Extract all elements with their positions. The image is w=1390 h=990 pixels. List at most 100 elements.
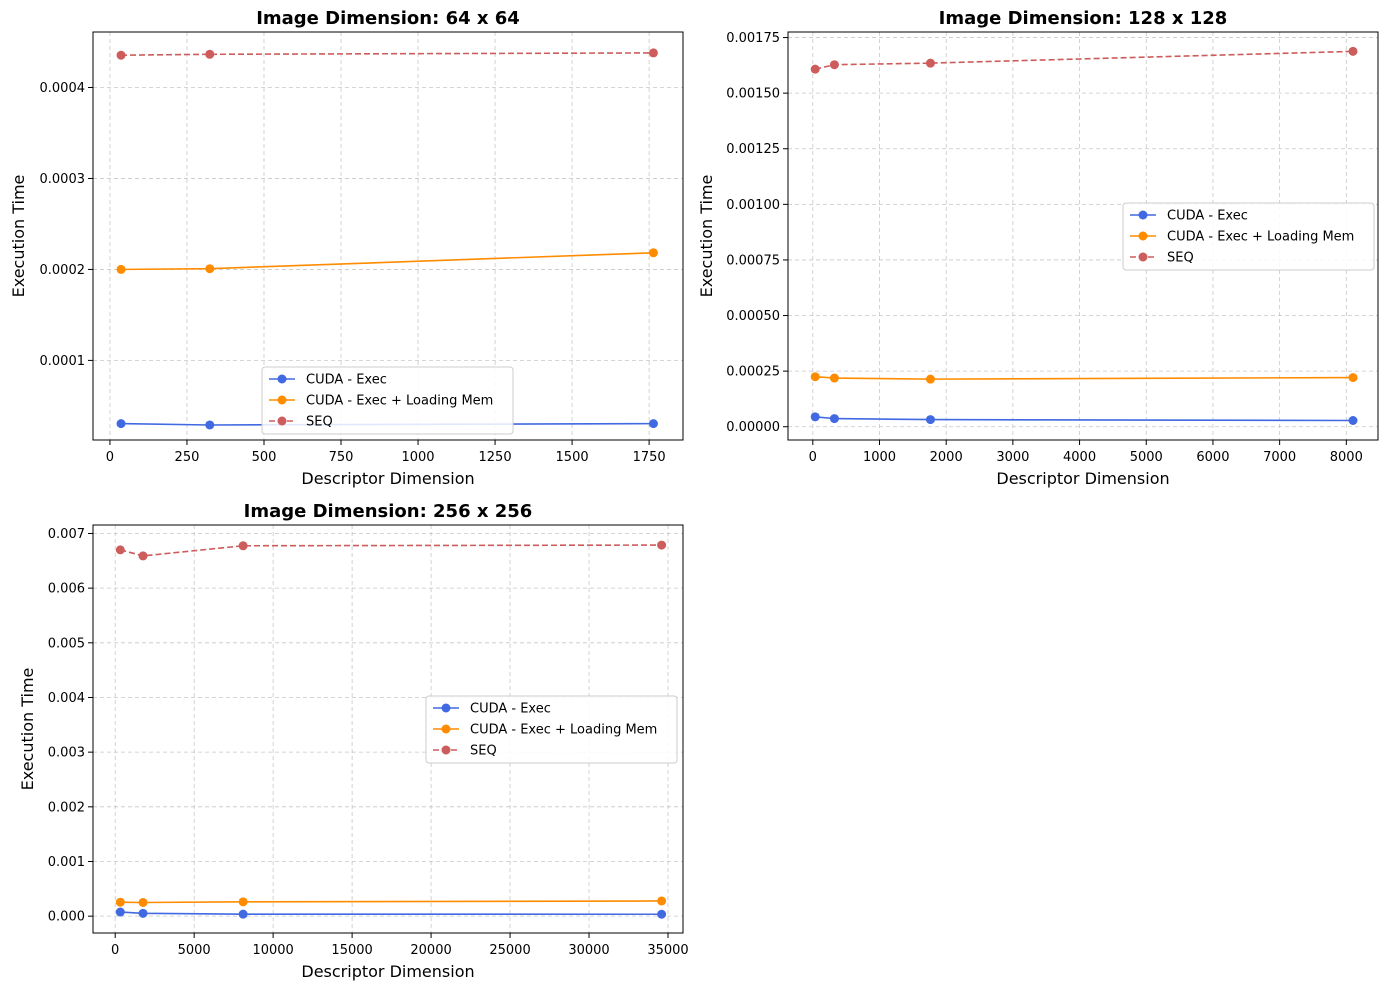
data-point — [925, 415, 935, 425]
legend-label-1: CUDA - Exec — [306, 373, 387, 388]
x-tick-label: 4000 — [1063, 450, 1096, 465]
data-point — [138, 908, 148, 918]
legend-frame — [1122, 202, 1375, 271]
legend-label-1: CUDA - Exec — [1167, 209, 1248, 224]
series-line-2 — [120, 900, 662, 904]
data-point — [205, 420, 215, 430]
data-point — [829, 414, 839, 424]
x-tick-label: 30000 — [568, 943, 609, 958]
data-point — [238, 541, 248, 551]
x-tick-label: 35000 — [647, 943, 688, 958]
x-tick-label: 0 — [111, 943, 119, 958]
x-tick-label: 7000 — [1263, 450, 1296, 465]
data-point — [205, 264, 215, 274]
data-point — [1348, 373, 1358, 383]
chart-panel-3: 0 5000 10000 15000 20000 25000 30000 35000 0.000… — [18, 501, 689, 981]
y-tick-label: 0.007 — [48, 527, 85, 542]
series-line-1 — [120, 911, 662, 916]
data-point — [116, 419, 126, 429]
x-tick-label: 3000 — [996, 450, 1029, 465]
x-tick-label: 750 — [329, 450, 354, 465]
legend-marker-3 — [277, 416, 287, 426]
y-tick-label: 0.0001 — [40, 354, 86, 369]
y-axis-label: Execution Time — [697, 175, 716, 298]
x-tick-label: 10000 — [252, 943, 293, 958]
x-tick-label: 1000 — [401, 450, 434, 465]
data-point — [925, 58, 935, 68]
legend-label-2: CUDA - Exec + Loading Mem — [470, 723, 657, 738]
data-point — [648, 419, 658, 429]
data-point — [657, 896, 667, 906]
x-tick-label: 250 — [175, 450, 200, 465]
y-tick-label: 0.0002 — [40, 263, 86, 278]
data-point — [138, 897, 148, 907]
data-point — [648, 48, 658, 58]
y-tick-label: 0.002 — [48, 800, 85, 815]
x-tick-label: 500 — [252, 450, 277, 465]
legend: CUDA - Exec CUDA - Exec + Loading Mem SEQ — [261, 366, 514, 435]
chart-title: Image Dimension: 64 x 64 — [256, 8, 520, 29]
data-point — [116, 264, 126, 274]
x-tick-label: 1000 — [863, 450, 896, 465]
x-tick-label: 2000 — [930, 450, 963, 465]
x-tick-label: 0 — [106, 450, 114, 465]
chart-panel-1: 0 250 500 750 1000 1250 1500 1750 0.0001 0.0002 0.… — [9, 8, 684, 488]
legend-marker-1 — [1138, 210, 1148, 220]
series-line-1 — [815, 416, 1353, 422]
x-tick-label: 5000 — [1130, 450, 1163, 465]
y-tick-label: 0.00000 — [726, 420, 780, 435]
y-axis-label: Execution Time — [18, 668, 37, 791]
data-point — [657, 540, 667, 550]
y-tick-label: 0.00075 — [726, 253, 780, 268]
y-tick-label: 0.001 — [48, 855, 85, 870]
y-tick-label: 0.0003 — [40, 172, 86, 187]
legend-marker-2 — [1138, 231, 1148, 241]
data-point — [116, 50, 126, 60]
series-line-3 — [120, 544, 662, 557]
x-tick-label: 5000 — [178, 943, 211, 958]
data-point — [115, 897, 125, 907]
legend-label-2: CUDA - Exec + Loading Mem — [1167, 230, 1354, 245]
data-point — [657, 909, 667, 919]
series-line-3 — [815, 50, 1354, 70]
y-tick-label: 0.000 — [48, 910, 85, 925]
chart-title: Image Dimension: 256 x 256 — [244, 501, 533, 522]
data-point — [810, 372, 820, 382]
legend-marker-2 — [277, 395, 287, 405]
legend-marker-3 — [441, 745, 451, 755]
legend-label-3: SEQ — [306, 415, 333, 430]
data-point — [810, 412, 820, 422]
legend-label-3: SEQ — [470, 744, 497, 759]
x-tick-label: 6000 — [1196, 450, 1229, 465]
series-line-2 — [815, 375, 1353, 380]
data-point — [115, 545, 125, 555]
y-tick-label: 0.00050 — [726, 309, 780, 324]
x-tick-label: 8000 — [1330, 450, 1363, 465]
x-tick-label: 1750 — [633, 450, 666, 465]
y-tick-label: 0.006 — [48, 582, 85, 597]
legend-marker-1 — [277, 374, 287, 384]
x-tick-label: 1250 — [479, 450, 512, 465]
chart-panel-2: 0 1000 2000 3000 4000 5000 6000 7000 8000 0.00000… — [697, 8, 1379, 488]
data-point — [238, 897, 248, 907]
legend: CUDA - Exec CUDA - Exec + Loading Mem SEQ — [1122, 202, 1375, 271]
x-tick-label: 15000 — [331, 943, 372, 958]
y-tick-label: 0.0004 — [40, 81, 86, 96]
x-tick-label: 1500 — [556, 450, 589, 465]
data-point — [238, 909, 248, 919]
y-tick-label: 0.003 — [48, 746, 85, 761]
chart-title: Image Dimension: 128 x 128 — [939, 8, 1228, 29]
x-axis-label: Descriptor Dimension — [996, 469, 1169, 488]
data-point — [115, 907, 125, 917]
legend-marker-1 — [441, 703, 451, 713]
y-tick-label: 0.00150 — [726, 87, 780, 102]
data-point — [648, 248, 658, 258]
data-point — [810, 64, 820, 74]
y-tick-label: 0.005 — [48, 636, 85, 651]
data-point — [138, 551, 148, 561]
series-line-3 — [121, 52, 654, 56]
data-point — [829, 373, 839, 383]
y-tick-label: 0.00125 — [726, 142, 780, 157]
legend-frame — [261, 366, 514, 435]
